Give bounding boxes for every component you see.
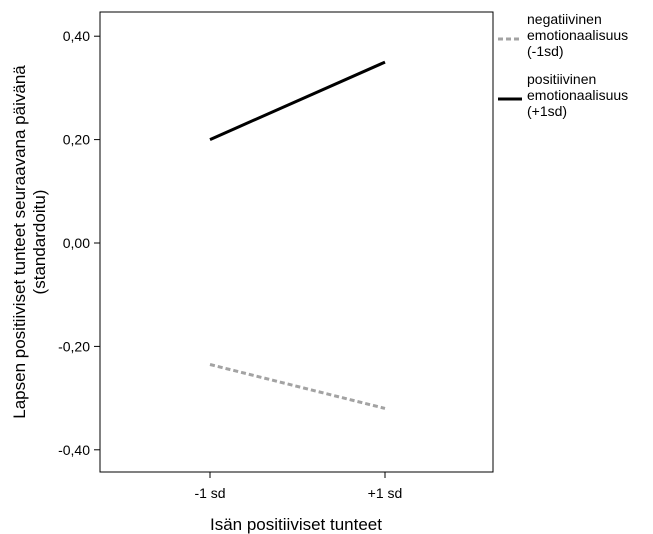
legend-label: emotionaalisuus [527, 27, 628, 43]
y-tick-label: 0,20 [63, 132, 90, 148]
x-axis: -1 sd +1 sd [194, 472, 402, 501]
y-tick-label: -0,20 [58, 338, 90, 354]
x-tick-label: -1 sd [194, 485, 225, 501]
y-tick-label: 0,40 [63, 28, 90, 44]
x-tick-label: +1 sd [368, 485, 403, 501]
y-axis-title: Lapsen positiiviset tunteet seuraavana p… [10, 65, 49, 419]
legend-label: (+1sd) [527, 103, 567, 119]
series-line-1 [209, 363, 386, 410]
plot-frame [99, 11, 494, 473]
series-lines [209, 60, 386, 410]
y-tick-label: -0,40 [58, 442, 90, 458]
series-line-2 [209, 60, 386, 141]
legend-label: negatiivinen [527, 11, 602, 27]
y-axis: -0,40 -0,20 0,00 0,20 0,40 [58, 28, 100, 458]
legend-label: emotionaalisuus [527, 87, 628, 103]
y-tick-label: 0,00 [63, 235, 90, 251]
legend-label: (-1sd) [527, 43, 564, 59]
y-axis-title-line-1: Lapsen positiiviset tunteet seuraavana p… [10, 65, 29, 419]
x-axis-title: Isän positiiviset tunteet [210, 515, 382, 534]
legend-label: positiivinen [527, 71, 596, 87]
legend: negatiivinenemotionaalisuus(-1sd)positii… [498, 11, 628, 119]
y-axis-title-line-2: (standardoitu) [30, 190, 49, 295]
